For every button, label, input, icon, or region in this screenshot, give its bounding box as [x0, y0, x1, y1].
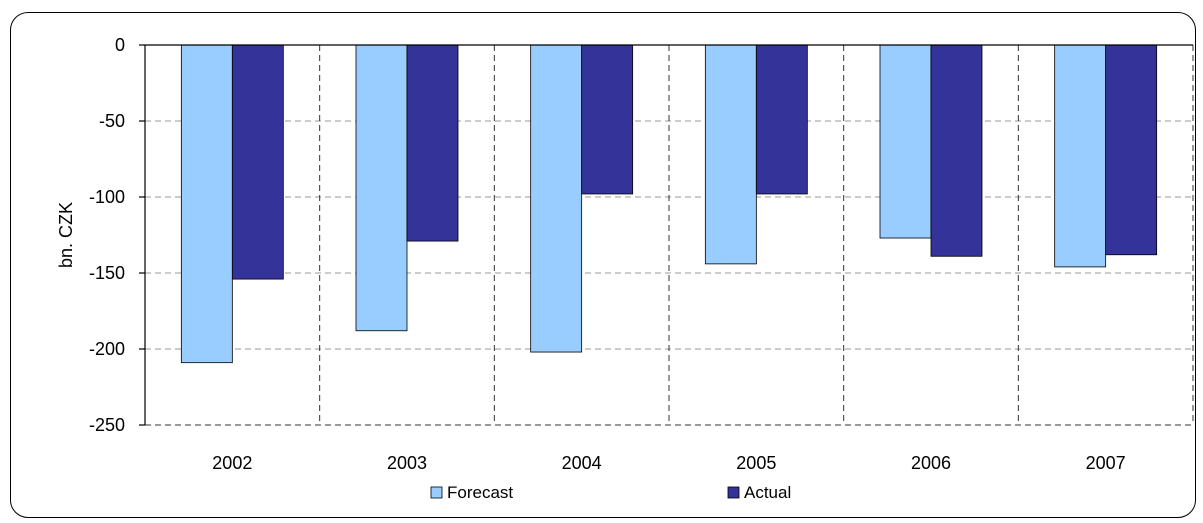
- y-tick-label: 0: [115, 35, 125, 55]
- x-tick-label: 2006: [911, 453, 951, 473]
- bar-actual-2006: [930, 44, 983, 257]
- x-tick-label: 2007: [1086, 453, 1126, 473]
- y-tick-label: -200: [89, 339, 125, 359]
- legend-label-forecast: Forecast: [447, 483, 513, 502]
- bar-actual-2004: [581, 44, 634, 195]
- x-tick-label: 2005: [736, 453, 776, 473]
- bar-forecast-2003: [355, 44, 408, 332]
- legend: Forecast Actual: [430, 483, 791, 502]
- bar-actual-2003: [406, 44, 459, 242]
- axes: [139, 44, 1193, 426]
- bar-forecast-2005: [704, 44, 757, 265]
- y-tick-label: -100: [89, 187, 125, 207]
- x-tick-labels: 2002 2003 2004 2005 2006 2007: [212, 453, 1125, 473]
- bar-actual-2002: [231, 44, 284, 280]
- y-tick-label: -150: [89, 263, 125, 283]
- y-tick-label: -50: [99, 111, 125, 131]
- x-tick-label: 2004: [562, 453, 602, 473]
- bar-actual-2005: [755, 44, 808, 195]
- x-tick-label: 2003: [387, 453, 427, 473]
- legend-swatch-actual: [727, 486, 740, 499]
- grid-lines: [145, 45, 1194, 426]
- y-tick-labels: 0 -50 -100 -150 -200 -250: [89, 35, 125, 435]
- bar-forecast-2002: [180, 44, 233, 364]
- bar-actual-2007: [1105, 44, 1158, 256]
- bars: [180, 44, 1158, 364]
- legend-swatch-forecast: [430, 486, 443, 499]
- bar-forecast-2006: [879, 44, 932, 239]
- y-axis-label: bn. CZK: [56, 202, 76, 268]
- bar-forecast-2007: [1054, 44, 1107, 268]
- legend-label-actual: Actual: [744, 483, 791, 502]
- x-tick-label: 2002: [212, 453, 252, 473]
- y-tick-label: -250: [89, 415, 125, 435]
- bar-forecast-2004: [530, 44, 583, 353]
